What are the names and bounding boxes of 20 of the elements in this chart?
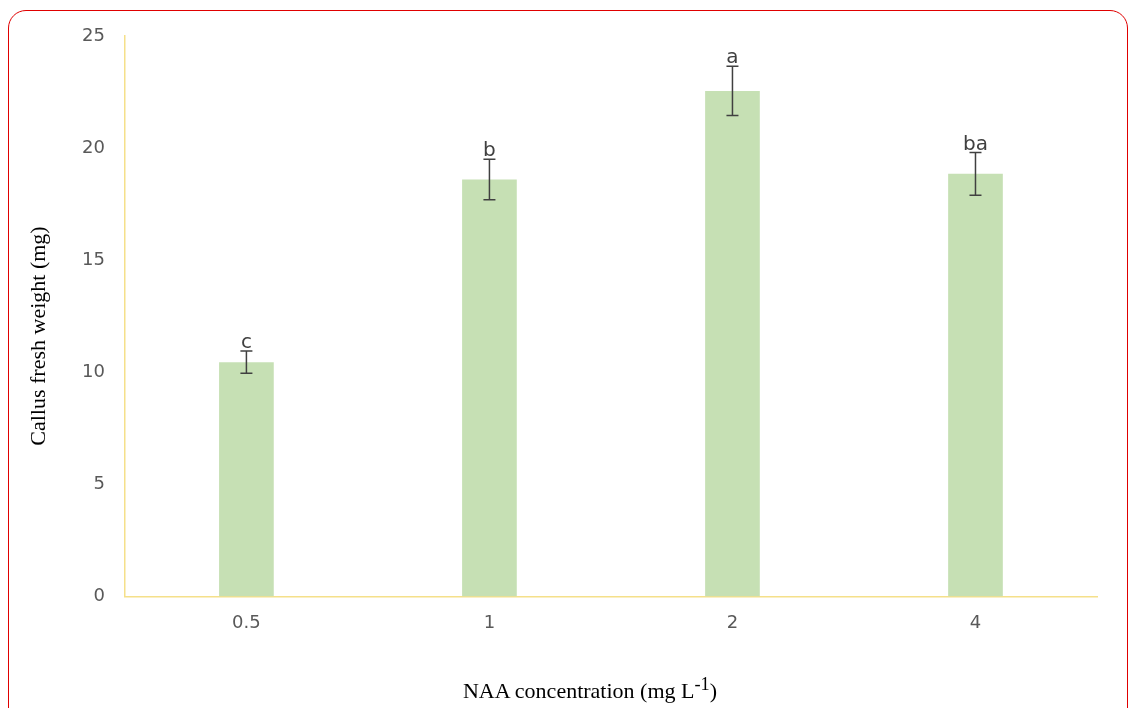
x-tick-label: 0.5 bbox=[232, 610, 261, 632]
annotation: ba bbox=[963, 130, 988, 155]
x-tick-label: 2 bbox=[726, 610, 739, 632]
y-tick-label: 15 bbox=[82, 247, 105, 269]
annotation: b bbox=[483, 137, 496, 162]
bar bbox=[462, 179, 517, 597]
annotation: a bbox=[726, 44, 739, 69]
y-tick-label: 20 bbox=[82, 135, 105, 157]
bar bbox=[705, 90, 760, 597]
bar bbox=[948, 173, 1003, 597]
annotation: c bbox=[240, 329, 252, 354]
x-tick-label: 4 bbox=[969, 610, 982, 632]
y-tick-label: 25 bbox=[82, 23, 105, 45]
x-axis-title: NAA concentration (mg L$^{-1}$) bbox=[461, 674, 719, 705]
y-axis-title: Callus fresh weight (mg) bbox=[25, 226, 51, 446]
bar bbox=[219, 362, 274, 597]
x-tick-label: 1 bbox=[483, 610, 496, 632]
y-tick-label: 0 bbox=[93, 584, 105, 606]
y-tick-label: 5 bbox=[93, 471, 105, 493]
y-tick-label: 10 bbox=[82, 359, 105, 381]
